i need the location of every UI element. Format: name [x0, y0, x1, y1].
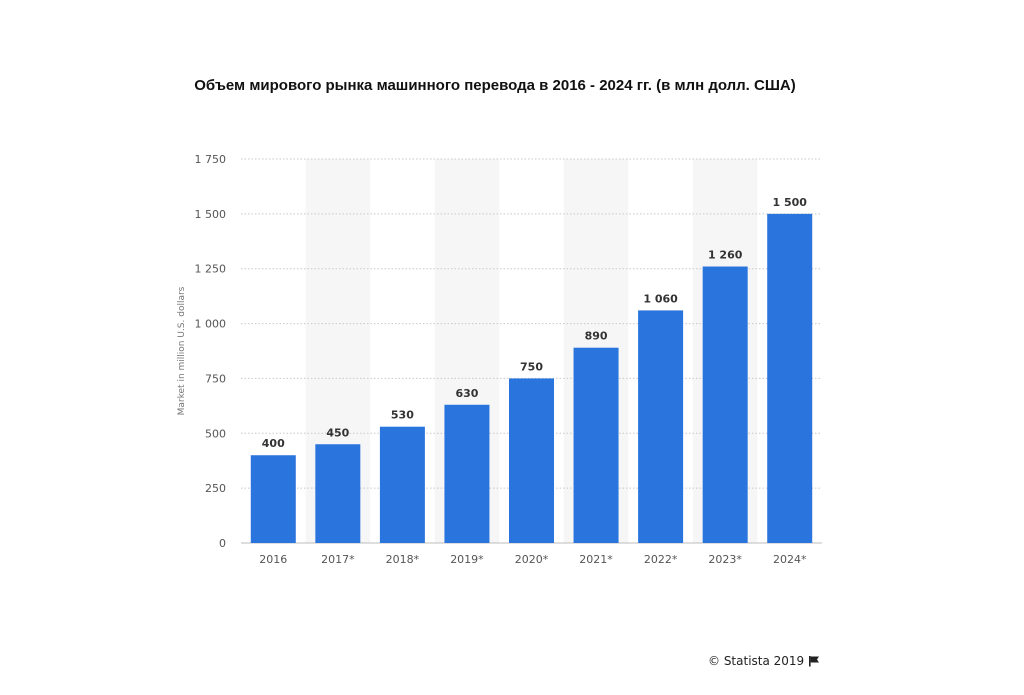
x-tick-label: 2022*	[644, 553, 678, 566]
statista-credit[interactable]: © Statista 2019	[708, 654, 820, 668]
x-tick-label: 2023*	[708, 553, 742, 566]
y-tick-label: 1 750	[195, 153, 227, 166]
data-label: 530	[391, 409, 414, 422]
x-tick-label: 2018*	[386, 553, 420, 566]
y-tick-label: 1 500	[195, 208, 227, 221]
data-label: 890	[585, 330, 608, 343]
bar[interactable]	[767, 213, 813, 543]
y-tick-label: 500	[205, 427, 226, 440]
y-tick-label: 250	[205, 482, 226, 495]
y-axis-ticks: 0 250 500 750 1 000 1 250 1 500 1 750	[195, 153, 227, 550]
bar[interactable]	[250, 455, 296, 543]
x-axis-ticks: 2016 2017* 2018* 2019* 2020* 2021* 2022* 2023* 2…	[259, 553, 807, 566]
data-label: 630	[455, 387, 478, 400]
y-axis-label: Market in million U.S. dollars	[177, 286, 187, 415]
data-label: 750	[520, 360, 543, 373]
y-tick-label: 1 000	[195, 318, 227, 331]
bar[interactable]	[315, 444, 361, 543]
x-tick-label: 2016	[259, 553, 287, 566]
flag-icon[interactable]	[808, 655, 820, 667]
data-label: 1 060	[643, 292, 678, 305]
y-tick-label: 750	[205, 372, 226, 385]
data-label: 1 500	[772, 196, 807, 209]
bar[interactable]	[509, 378, 554, 543]
bar[interactable]	[702, 266, 748, 543]
chart-title: Объем мирового рынка машинного перевода …	[194, 77, 796, 94]
data-label: 1 260	[708, 249, 743, 262]
bar[interactable]	[444, 404, 490, 543]
x-tick-label: 2024*	[773, 553, 807, 566]
y-tick-label: 1 250	[195, 263, 227, 276]
bars	[250, 213, 813, 543]
bar[interactable]	[573, 347, 619, 543]
data-label: 450	[326, 426, 349, 439]
bar[interactable]	[379, 426, 425, 543]
x-tick-label: 2020*	[515, 553, 549, 566]
x-tick-label: 2019*	[450, 553, 484, 566]
x-tick-label: 2021*	[579, 553, 613, 566]
x-tick-label: 2017*	[321, 553, 355, 566]
data-labels: 400 450 530 630 750 890 1 060 1 260 1 500	[262, 196, 807, 450]
bar[interactable]	[638, 310, 684, 543]
y-tick-label: 0	[219, 537, 226, 550]
data-label: 400	[262, 437, 285, 450]
credit-text: © Statista 2019	[708, 654, 805, 668]
